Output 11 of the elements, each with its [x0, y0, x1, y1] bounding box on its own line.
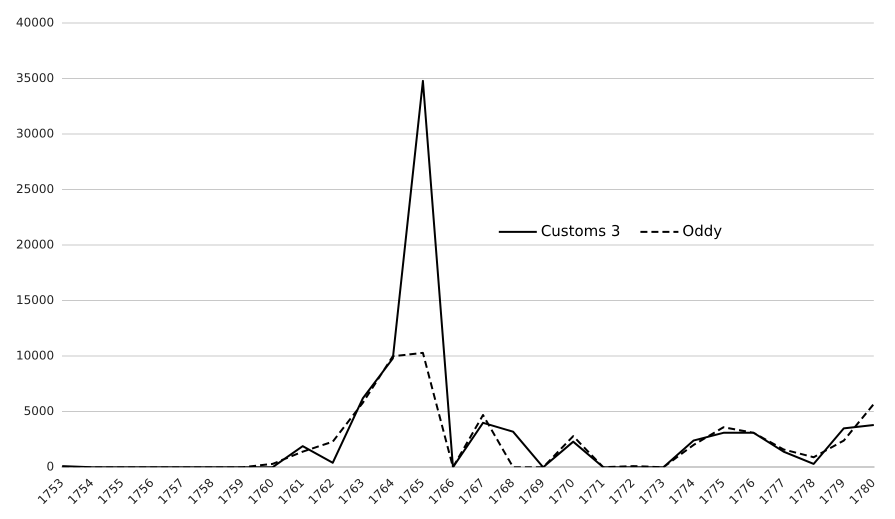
y-tick-label: 0 — [46, 459, 54, 474]
legend-label: Customs 3 — [540, 222, 620, 240]
y-tick-label: 35000 — [16, 70, 54, 85]
y-tick-label: 25000 — [16, 182, 54, 196]
y-tick-label: 40000 — [16, 15, 54, 30]
legend-label: Oddy — [682, 222, 722, 240]
y-tick-label: 30000 — [16, 126, 54, 140]
y-tick-label: 15000 — [16, 292, 54, 307]
y-tick-label: 20000 — [16, 237, 54, 252]
y-tick-label: 10000 — [16, 348, 54, 362]
y-tick-label: 5000 — [24, 404, 54, 418]
